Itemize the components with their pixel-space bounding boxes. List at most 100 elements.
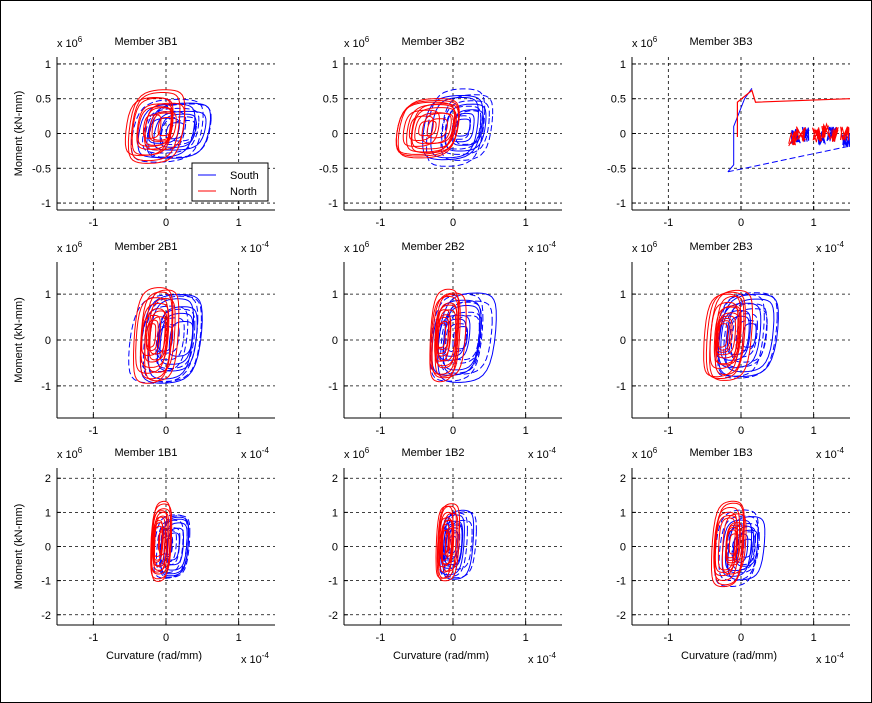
x-tick-label: 1 <box>236 632 242 644</box>
series-south <box>128 294 199 384</box>
series-north <box>148 310 168 361</box>
y-tick-label: 0.5 <box>323 94 338 106</box>
series-south <box>439 512 468 578</box>
series-north <box>714 502 744 586</box>
series-north <box>402 109 440 147</box>
y-axis-label: Moment (kN-mm) <box>13 504 25 590</box>
x-exponent-power: -4 <box>262 240 270 249</box>
y-exponent: x 106 <box>632 240 658 255</box>
series-north <box>725 522 743 566</box>
panel-title: Member 1B1 <box>115 447 178 459</box>
y-exponent-base: x 10 <box>57 449 78 461</box>
series-north <box>135 297 169 374</box>
x-exponent: x 10-4 <box>241 240 269 255</box>
x-exponent-base: x 10 <box>241 654 262 666</box>
series-north <box>714 295 745 375</box>
legend-south-label: South <box>230 170 259 182</box>
y-exponent-base: x 10 <box>57 243 78 255</box>
x-tick-label: 1 <box>811 217 817 229</box>
y-tick-label: 1 <box>332 507 338 519</box>
y-tick-label: 0 <box>45 129 51 141</box>
series-south <box>440 300 493 375</box>
series-north <box>145 319 159 352</box>
series-north <box>705 291 746 379</box>
y-tick-label: 0 <box>620 335 626 347</box>
series-north <box>127 89 186 164</box>
plot-area <box>150 500 191 582</box>
panel-title: Member 1B3 <box>690 447 753 459</box>
x-exponent-base: x 10 <box>241 243 262 255</box>
y-exponent-base: x 10 <box>632 449 653 461</box>
legend-north-label: North <box>230 186 257 198</box>
y-exponent-power: 6 <box>653 35 658 44</box>
series-north <box>426 118 448 139</box>
series-south <box>725 298 775 373</box>
y-exponent-power: 6 <box>653 446 658 455</box>
x-exponent-base: x 10 <box>528 449 549 461</box>
x-exponent: x 10-4 <box>528 446 556 461</box>
y-tick-label: 1 <box>45 59 51 71</box>
y-tick-label: 1 <box>332 59 338 71</box>
panel-title: Member 2B3 <box>690 241 753 253</box>
series-north <box>139 291 173 380</box>
series-south <box>731 536 745 560</box>
series-south <box>451 115 471 140</box>
series-south <box>724 525 754 571</box>
series-north <box>124 97 172 157</box>
series-south <box>452 315 480 361</box>
plot-area <box>703 289 779 381</box>
y-tick-label: -1 <box>328 198 338 210</box>
series-south <box>441 100 490 155</box>
x-exponent-power: -4 <box>837 446 845 455</box>
y-tick-label: 1 <box>45 289 51 301</box>
series-south <box>726 315 750 355</box>
y-axis-label: Moment (kN-mm) <box>13 297 25 383</box>
series-north <box>429 288 460 383</box>
plot-area <box>124 89 212 164</box>
x-tick-label: -1 <box>88 632 98 644</box>
x-tick-label: -1 <box>375 217 385 229</box>
y-tick-label: -1 <box>41 576 51 588</box>
panel-title: Member 2B1 <box>115 241 178 253</box>
series-north <box>430 296 459 375</box>
x-tick-label: 0 <box>738 425 744 437</box>
x-tick-label: 1 <box>523 217 529 229</box>
y-exponent-base: x 10 <box>57 38 78 50</box>
series-north <box>132 287 174 384</box>
series-north <box>788 130 799 147</box>
series-south <box>437 292 497 383</box>
x-exponent-base: x 10 <box>816 243 837 255</box>
series-north <box>713 511 738 577</box>
series-north <box>812 127 823 143</box>
y-tick-label: -0.5 <box>319 163 338 175</box>
y-tick-label: 0 <box>332 542 338 554</box>
series-north <box>795 126 806 143</box>
series-south <box>444 511 477 579</box>
series-south <box>729 313 758 358</box>
series-north <box>703 293 742 378</box>
plot-area <box>395 88 494 167</box>
x-exponent-base: x 10 <box>528 243 549 255</box>
x-exponent-power: -4 <box>549 446 557 455</box>
panel-member-3b1: -1 -0.5 0 0.5 1 -1 0 1 Member 3B1 x 106 Moment (kN… <box>13 35 275 229</box>
series-north <box>717 517 736 571</box>
y-tick-label: -2 <box>41 610 51 622</box>
x-tick-label: 1 <box>811 425 817 437</box>
y-exponent-power: 6 <box>365 446 370 455</box>
x-tick-label: 0 <box>450 632 456 644</box>
series-north <box>713 507 740 581</box>
y-tick-label: 1 <box>620 289 626 301</box>
y-tick-label: -1 <box>328 381 338 393</box>
y-exponent-power: 6 <box>78 446 83 455</box>
series-north <box>715 305 742 366</box>
y-tick-label: -2 <box>328 610 338 622</box>
x-exponent: x 10-4 <box>528 240 556 255</box>
x-tick-label: -1 <box>663 632 673 644</box>
x-exponent: x 10-4 <box>241 651 269 666</box>
x-exponent-power: -4 <box>837 240 845 249</box>
panel-title: Member 3B3 <box>690 36 753 48</box>
series-north <box>736 89 850 137</box>
series-south <box>425 88 486 167</box>
